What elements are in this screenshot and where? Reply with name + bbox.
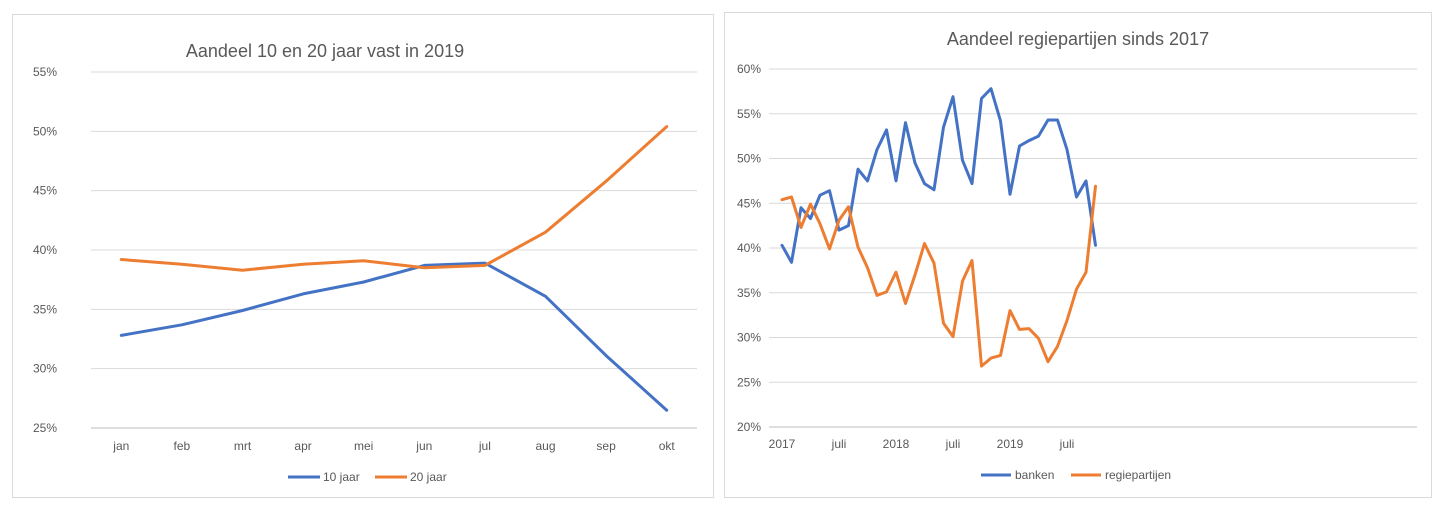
chart-right-title: Aandeel regiepartijen sinds 2017 (947, 29, 1209, 49)
legend-label-regiepartijen: regiepartijen (1105, 468, 1171, 482)
x-tick-label: jan (112, 439, 129, 453)
y-tick-label: 30% (737, 331, 761, 345)
chart-left-legend: 10 jaar 20 jaar (288, 470, 447, 484)
legend-label-banken: banken (1015, 468, 1054, 482)
x-tick-label: jun (415, 439, 432, 453)
y-tick-label: 35% (737, 286, 761, 300)
x-tick-label: sep (596, 439, 616, 453)
y-tick-label: 25% (737, 375, 761, 389)
chart-left-svg: Aandeel 10 en 20 jaar vast in 2019 25% 30… (33, 41, 697, 484)
chart-panel-right: Aandeel regiepartijen sinds 2017 20% 25% 3… (724, 12, 1432, 498)
x-tick-label: mrt (234, 439, 252, 453)
y-tick-label: 55% (737, 107, 761, 121)
y-tick-label: 40% (737, 241, 761, 255)
chart-right-legend: banken regiepartijen (981, 468, 1171, 482)
y-tick-label: 45% (33, 184, 57, 198)
x-tick-label: mei (354, 439, 373, 453)
chart-panel-left: Aandeel 10 en 20 jaar vast in 2019 25% 30… (12, 14, 714, 498)
series-line-regiepartijen (780, 184, 1097, 368)
y-tick-label: 20% (737, 420, 761, 434)
x-tick-label: juli (1059, 437, 1075, 451)
x-tick-label: okt (659, 439, 676, 453)
y-tick-label: 50% (33, 124, 57, 138)
y-tick-label: 50% (737, 152, 761, 166)
y-tick-label: 25% (33, 421, 57, 435)
y-tick-label: 30% (33, 362, 57, 376)
x-tick-label: feb (174, 439, 191, 453)
x-tick-label: 2017 (769, 437, 796, 451)
chart-right-svg: Aandeel regiepartijen sinds 2017 20% 25% 3… (737, 29, 1417, 482)
x-tick-label: juli (945, 437, 961, 451)
y-tick-label: 40% (33, 243, 57, 257)
x-tick-label: 2019 (997, 437, 1024, 451)
legend-label-10-jaar: 10 jaar (323, 470, 360, 484)
legend-label-20-jaar: 20 jaar (410, 470, 447, 484)
chart-left-title: Aandeel 10 en 20 jaar vast in 2019 (186, 41, 464, 61)
y-tick-label: 60% (737, 62, 761, 76)
x-tick-label: aug (535, 439, 555, 453)
series-line-20-jaar (119, 125, 669, 272)
x-tick-label: juli (831, 437, 847, 451)
series-line-10-jaar (119, 261, 669, 412)
y-tick-label: 35% (33, 302, 57, 316)
y-tick-label: 45% (737, 196, 761, 210)
x-tick-label: jul (478, 439, 491, 453)
series-line-banken (780, 87, 1097, 264)
x-tick-label: apr (294, 439, 311, 453)
y-tick-label: 55% (33, 65, 57, 79)
x-tick-label: 2018 (883, 437, 910, 451)
